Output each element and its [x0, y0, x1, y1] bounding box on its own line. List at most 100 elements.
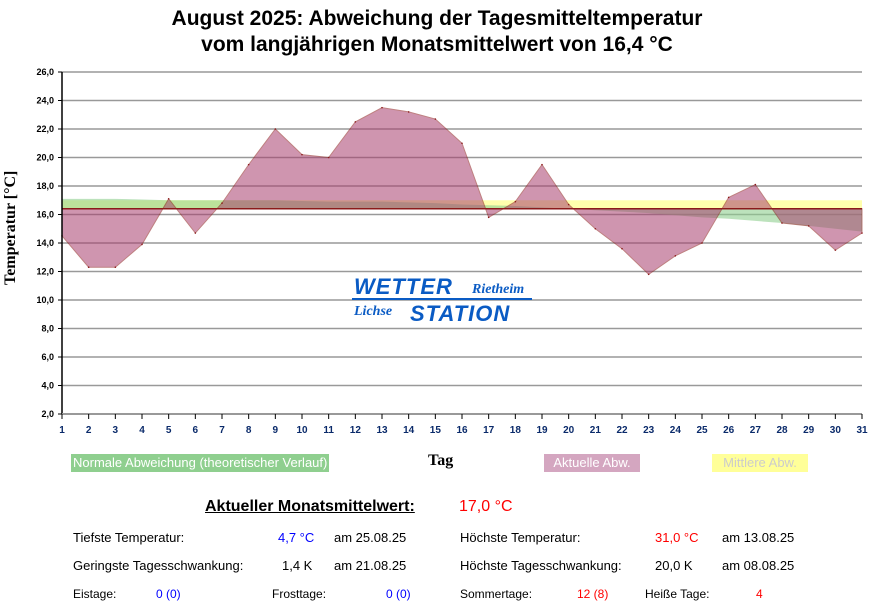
x-tick-label: 2 [86, 425, 92, 436]
x-tick-label: 6 [193, 425, 199, 436]
y-tick-label: 22,0 [36, 124, 54, 134]
x-tick-label: 17 [483, 425, 495, 436]
x-tick-label: 5 [166, 425, 172, 436]
x-tick-label: 25 [696, 425, 708, 436]
x-tick-label: 15 [430, 425, 442, 436]
y-tick-label: 16,0 [36, 210, 54, 220]
x-tick-label: 10 [296, 425, 308, 436]
x-tick-label: 18 [510, 425, 522, 436]
y-tick-label: 26,0 [36, 67, 54, 77]
x-tick-label: 30 [830, 425, 842, 436]
monthly-mean-value: 17,0 °C [459, 498, 513, 515]
x-tick-label: 21 [590, 425, 602, 436]
x-tick-label: 31 [856, 425, 868, 436]
max-range-label: Höchste Tagesschwankung: [460, 558, 622, 573]
data-point [701, 242, 703, 244]
max-temp-label: Höchste Temperatur: [460, 530, 581, 545]
data-point [274, 128, 277, 130]
chart-title: August 2025: Abweichung der Tagesmittelt… [171, 7, 703, 30]
legend-aktuell: Aktuelle Abw. [544, 454, 640, 472]
max-temp-value: 31,0 °C [655, 530, 699, 545]
eistage-label: Eistage: [73, 587, 117, 601]
logo-rietheim: Rietheim [472, 282, 525, 297]
y-tick-label: 18,0 [36, 181, 54, 191]
data-point [487, 216, 490, 219]
data-point [381, 106, 383, 109]
min-range-label: Geringste Tagesschwankung: [73, 558, 244, 573]
min-temp-label: Tiefste Temperatur: [73, 530, 185, 545]
x-tick-label: 14 [403, 425, 415, 436]
data-point [807, 225, 810, 227]
data-point [141, 243, 143, 246]
data-point [781, 222, 783, 224]
x-tick-label: 20 [563, 425, 575, 436]
y-tick-label: 14,0 [36, 238, 54, 248]
data-point [167, 198, 170, 200]
x-tick-label: 8 [246, 425, 252, 436]
max-temp-date: am 13.08.25 [722, 530, 795, 545]
min-temp-value: 4,7 °C [278, 530, 315, 545]
frosttage-label: Frosttage: [272, 587, 327, 601]
x-tick-label: 24 [670, 425, 682, 436]
data-point [727, 196, 730, 199]
y-tick-label: 8,0 [41, 324, 54, 334]
data-point [354, 121, 357, 123]
data-point [194, 232, 197, 234]
data-point [594, 227, 597, 230]
logo-lichse: Lichse [354, 304, 393, 319]
y-axis-label: Temperatur [°C] [2, 170, 19, 285]
heisse-tage-value: 4 [756, 587, 763, 601]
data-point [567, 203, 570, 206]
max-range-date: am 08.08.25 [722, 558, 795, 573]
eistage-value: 0 (0) [156, 587, 181, 601]
x-tick-label: 1 [59, 425, 65, 436]
data-point [434, 118, 437, 120]
min-temp-date: am 25.08.25 [334, 530, 407, 545]
logo-wetter: WETTER [354, 274, 453, 299]
data-point [461, 142, 463, 145]
data-point [221, 202, 223, 204]
x-axis-label: Tag [428, 452, 454, 469]
max-range-value: 20,0 K [655, 558, 693, 573]
x-tick-label: 13 [376, 425, 388, 436]
x-tick-label: 7 [219, 425, 225, 436]
data-point [514, 200, 517, 203]
y-tick-label: 6,0 [41, 352, 54, 362]
legend-normal: Normale Abweichung (theoretischer Verlau… [71, 454, 330, 472]
y-tick-label: 24,0 [36, 96, 54, 106]
min-range-value: 1,4 K [282, 558, 313, 573]
data-point [541, 163, 543, 166]
data-point [834, 249, 837, 251]
data-point [327, 156, 330, 159]
monthly-mean-label: Aktueller Monatsmittelwert: [205, 498, 415, 515]
data-point [114, 266, 117, 269]
y-tick-label: 12,0 [36, 267, 54, 277]
y-tick-label: 10,0 [36, 295, 54, 305]
x-tick-label: 12 [350, 425, 362, 436]
data-point [754, 183, 757, 186]
data-point [407, 111, 410, 113]
chart-subtitle: vom langjährigen Monatsmittelwert von 16… [201, 33, 673, 56]
data-point [247, 163, 250, 166]
aktuelle-abw-area [61, 107, 863, 275]
data-point [861, 232, 863, 234]
heisse-tage-label: Heiße Tage: [645, 587, 710, 601]
data-point [674, 255, 677, 257]
x-tick-label: 22 [616, 425, 628, 436]
frosttage-value: 0 (0) [386, 587, 411, 601]
x-tick-label: 27 [750, 425, 762, 436]
sommertage-value: 12 (8) [577, 587, 609, 601]
x-tick-label: 19 [536, 425, 548, 436]
x-tick-label: 16 [456, 425, 468, 436]
x-tick-label: 28 [776, 425, 788, 436]
logo-station: STATION [410, 301, 511, 326]
data-point [301, 153, 303, 156]
x-tick-label: 11 [323, 425, 334, 436]
x-tick-label: 26 [723, 425, 735, 436]
y-tick-label: 4,0 [41, 381, 54, 391]
x-tick-label: 4 [139, 425, 145, 436]
data-point [647, 273, 650, 276]
x-tick-label: 9 [273, 425, 279, 436]
x-tick-label: 29 [803, 425, 815, 436]
y-tick-label: 20,0 [36, 153, 54, 163]
